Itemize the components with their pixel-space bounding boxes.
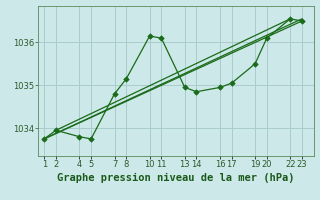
X-axis label: Graphe pression niveau de la mer (hPa): Graphe pression niveau de la mer (hPa) <box>57 173 295 183</box>
